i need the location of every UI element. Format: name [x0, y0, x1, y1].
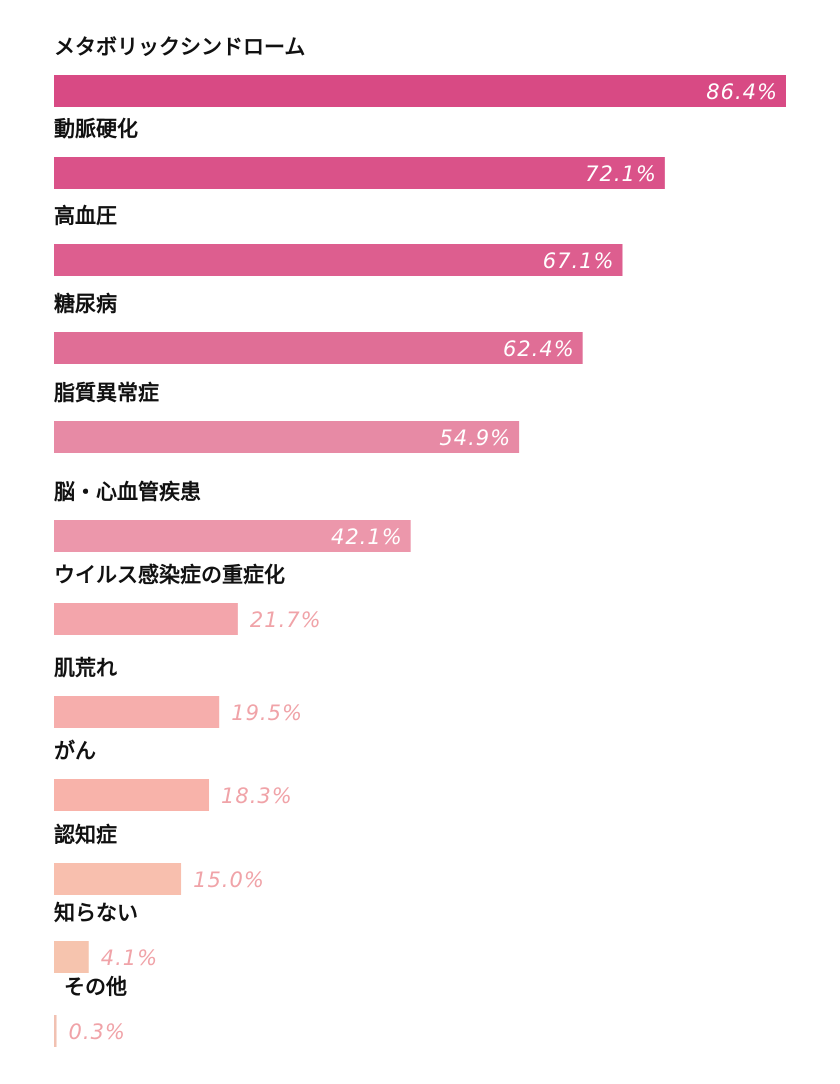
category-label: 高血圧 — [54, 204, 117, 228]
bar — [54, 244, 623, 276]
value-label: 86.4% — [706, 80, 778, 104]
bar — [54, 520, 411, 552]
bar — [54, 779, 210, 811]
value-label: 72.1% — [585, 162, 657, 186]
category-label: 動脈硬化 — [54, 117, 138, 141]
value-label: 54.9% — [439, 426, 511, 450]
category-label: メタボリックシンドローム — [54, 35, 305, 59]
bar — [54, 863, 182, 895]
bar — [54, 696, 220, 728]
bar — [54, 941, 89, 973]
category-label: 脳・心血管疾患 — [54, 480, 201, 504]
category-label: 脂質異常症 — [54, 381, 159, 405]
bar — [54, 1015, 57, 1047]
bar — [54, 332, 583, 364]
value-label: 19.5% — [231, 701, 303, 725]
value-label: 18.3% — [221, 784, 293, 808]
bar — [54, 157, 665, 189]
value-label: 67.1% — [543, 249, 615, 273]
value-label: 42.1% — [331, 525, 403, 549]
bar — [54, 75, 786, 107]
category-label: 知らない — [54, 901, 138, 925]
value-label: 15.0% — [193, 868, 265, 892]
bar — [54, 421, 520, 453]
value-label: 21.7% — [250, 608, 322, 632]
category-label: ウイルス感染症の重症化 — [54, 563, 285, 587]
value-label: 62.4% — [503, 337, 575, 361]
category-label: がん — [54, 739, 96, 763]
category-label: 糖尿病 — [54, 292, 117, 316]
category-label: 肌荒れ — [54, 656, 117, 680]
bar — [54, 603, 238, 635]
value-label: 4.1% — [101, 946, 158, 970]
category-label: 認知症 — [54, 823, 117, 847]
category-label: その他 — [64, 975, 127, 999]
value-label: 0.3% — [69, 1020, 126, 1044]
